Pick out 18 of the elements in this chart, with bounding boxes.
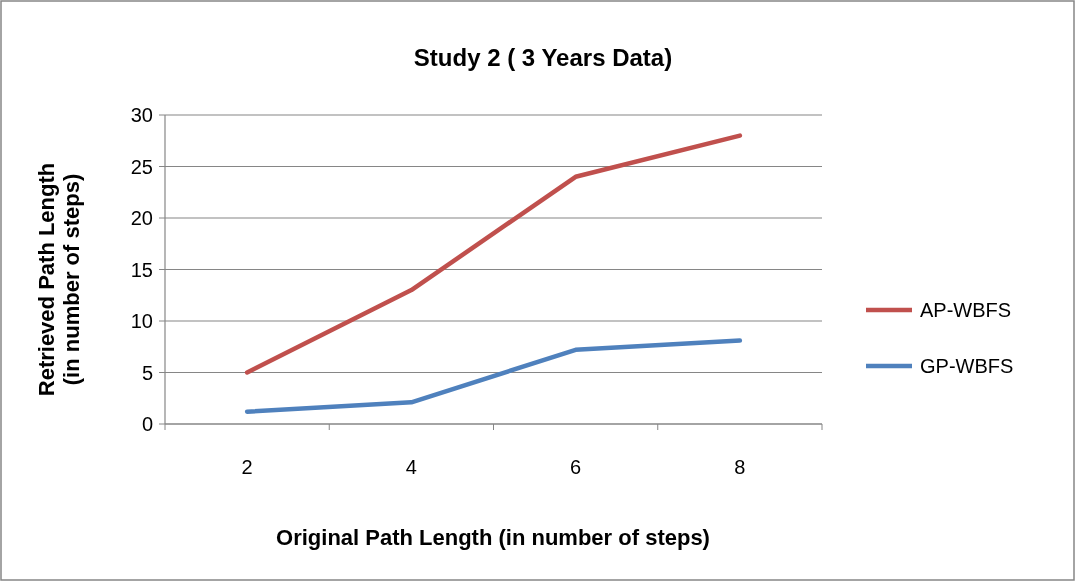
y-tick-label: 30 [130, 104, 153, 126]
line-series [244, 338, 743, 414]
x-axis-title: Original Path Length (in number of steps) [276, 525, 710, 550]
y-tick-label: 15 [130, 258, 153, 281]
y-axis-title: Retrieved Path Length (in number of steps) [34, 162, 84, 397]
y-tick-label: 5 [141, 361, 153, 384]
x-tick-label: 2 [241, 456, 253, 478]
legend-label: AP-WBFS [920, 299, 1012, 321]
chart-title: Study 2 ( 3 Years Data) [413, 44, 673, 71]
x-tick-label: 8 [734, 456, 746, 478]
legend-label: GP-WBFS [920, 355, 1014, 377]
y-tick-label: 0 [141, 413, 153, 435]
line-series [244, 133, 743, 375]
y-tick-label: 20 [130, 207, 153, 229]
y-tick-label: 25 [130, 155, 153, 178]
x-tick-label: 6 [570, 456, 582, 478]
x-tick-label: 4 [405, 456, 417, 478]
y-tick-label: 10 [130, 310, 153, 332]
